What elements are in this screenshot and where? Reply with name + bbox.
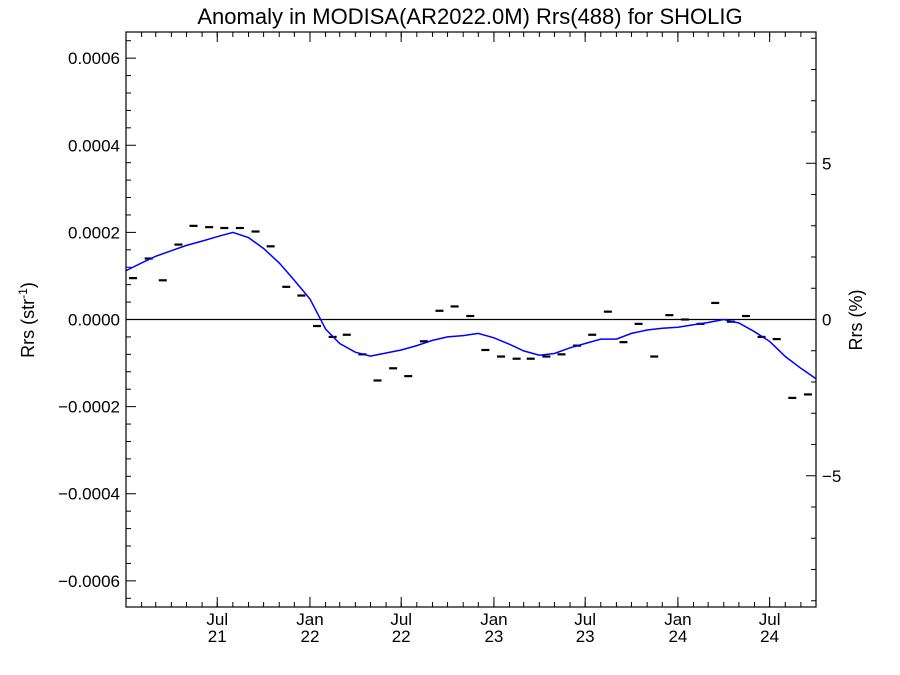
- x-tick-year-label: 23: [484, 627, 503, 646]
- y-tick-label: −0.0004: [58, 485, 120, 504]
- x-tick-year-label: 22: [392, 627, 411, 646]
- chart-title: Anomaly in MODISA(AR2022.0M) Rrs(488) fo…: [197, 4, 742, 29]
- y-axis-label: Rrs (str-1): [16, 282, 38, 358]
- x-tick-month-label: Jul: [759, 610, 781, 629]
- y-tick-label: −0.0006: [58, 572, 120, 591]
- plot-frame: [125, 31, 817, 608]
- y-axis-label-superscript: -1: [16, 288, 30, 299]
- axis-ticks: 0.0006 0.0004 0.0002 0.0000 −0.0002 −0.0004 −0…: [58, 32, 841, 646]
- y-tick-label: 0.0006: [68, 49, 120, 68]
- x-tick-month-label: Jul: [390, 610, 412, 629]
- y-tick-label: −0.0002: [58, 398, 120, 417]
- x-tick-month-label: Jan: [480, 610, 507, 629]
- x-tick-year-label: 24: [760, 627, 779, 646]
- y-axis-label-close: ): [18, 282, 38, 288]
- x-tick-year-label: 23: [576, 627, 595, 646]
- y-right-tick-label: −5: [822, 467, 841, 486]
- x-tick-month-label: Jul: [574, 610, 596, 629]
- y-right-tick-label: 0: [822, 311, 831, 330]
- x-tick-month-label: Jan: [296, 610, 323, 629]
- smoothed-anomaly-line: [125, 231, 817, 380]
- x-tick-year-label: 24: [668, 627, 687, 646]
- y-tick-label: 0.0004: [68, 136, 120, 155]
- x-tick-year-label: 21: [208, 627, 227, 646]
- y-axis-label-main: Rrs (str: [18, 299, 38, 358]
- y-right-tick-label: 5: [822, 154, 831, 173]
- y-right-axis-label: Rrs (%): [846, 290, 866, 351]
- y-tick-label: 0.0000: [68, 311, 120, 330]
- x-tick-year-label: 22: [301, 627, 320, 646]
- data-marks: [125, 224, 817, 400]
- y-tick-label: 0.0002: [68, 223, 120, 242]
- x-tick-month-label: Jan: [664, 610, 691, 629]
- x-tick-month-label: Jul: [206, 610, 228, 629]
